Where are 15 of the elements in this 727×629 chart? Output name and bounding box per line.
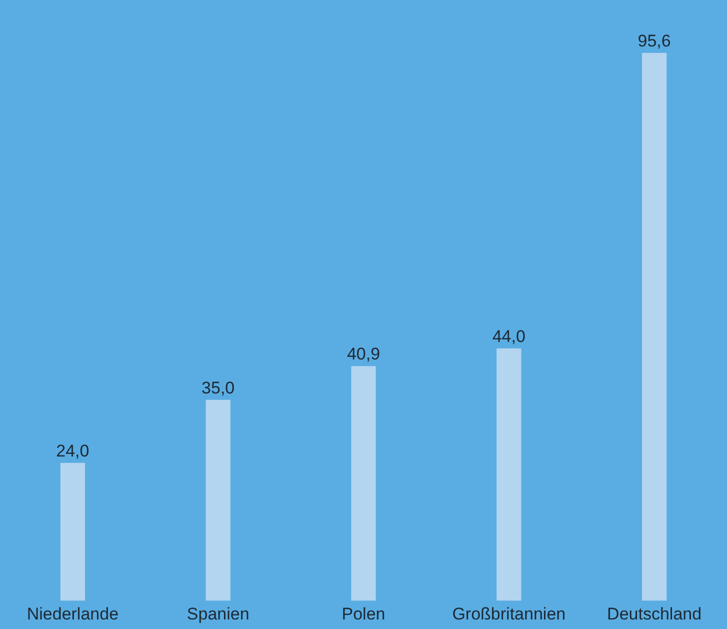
data-label: 24,0 [56, 441, 90, 460]
data-label: 44,0 [492, 326, 526, 346]
x-tick-label: Deutschland [607, 604, 702, 624]
bar [351, 366, 376, 601]
data-label: 95,6 [638, 31, 671, 50]
x-tick-label: Großbritannien [452, 604, 566, 624]
bar [206, 400, 230, 601]
x-tick-label: Polen [342, 604, 386, 624]
bar [60, 462, 86, 601]
bar [642, 52, 667, 601]
bar [496, 348, 522, 601]
data-label: 40,9 [346, 344, 380, 364]
x-tick-label: Niederlande [26, 604, 119, 624]
x-tick-label: Spanien [186, 604, 250, 624]
data-label: 35,0 [202, 378, 235, 398]
